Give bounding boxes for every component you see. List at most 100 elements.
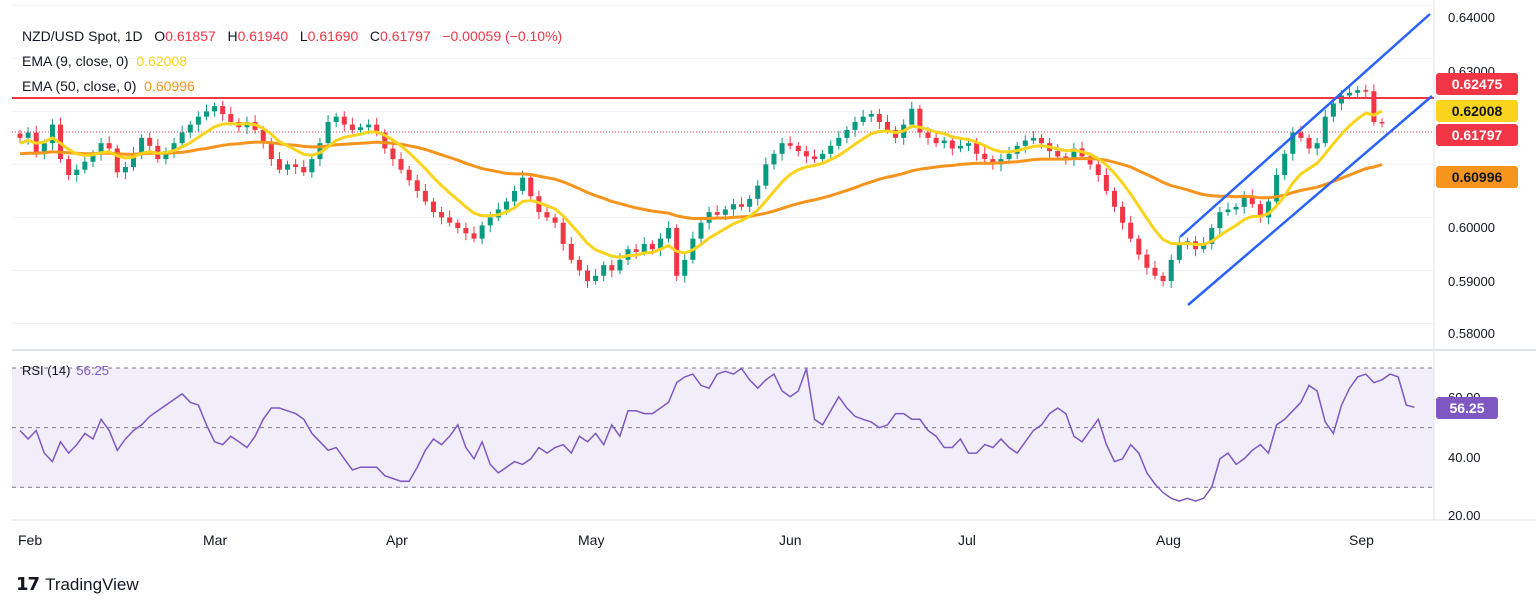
channel-lower-line[interactable] (1187, 95, 1433, 306)
candle-body (487, 217, 493, 226)
candle-body (803, 151, 809, 157)
candle-body (106, 143, 112, 149)
candle-body (876, 114, 882, 122)
candle-body (503, 201, 509, 210)
candle-body (666, 228, 672, 239)
rsi-line (19, 367, 1415, 502)
candle-body (576, 259, 582, 271)
candle-body (974, 143, 980, 154)
candle-body (1290, 132, 1296, 154)
candle-body (179, 132, 185, 144)
candle-body (722, 209, 728, 215)
candle-body (828, 145, 834, 154)
candle-body (609, 265, 615, 271)
candle-body (957, 145, 963, 149)
candle-body (122, 167, 128, 173)
month-label: May (578, 532, 605, 548)
candle-body (512, 190, 518, 202)
candle-body (139, 137, 145, 154)
candle-body (455, 222, 461, 229)
candle-body (349, 124, 355, 130)
candle-body (844, 129, 850, 138)
candle-body (1241, 196, 1247, 207)
month-label: Aug (1156, 532, 1181, 548)
candle-body (390, 148, 396, 160)
low-value: 0.61690 (307, 28, 359, 44)
candle-body (1233, 206, 1239, 210)
candle-body (698, 222, 704, 239)
ema50-legend[interactable]: EMA (50, close, 0) 0.60996 (22, 76, 195, 96)
rsi-value: 56.25 (76, 363, 109, 378)
candle-body (293, 164, 299, 168)
high-value: 0.61940 (237, 28, 289, 44)
candle-body (195, 116, 201, 125)
candle-body (739, 204, 745, 207)
price-axis-label: 0.59000 (1448, 274, 1495, 289)
candle-body (17, 133, 23, 138)
candle-body (1120, 206, 1126, 223)
ema50-line (19, 140, 1383, 220)
candle-body (1363, 90, 1369, 92)
tradingview-brand[interactable]: 𝟭𝟳 TradingView (16, 574, 139, 595)
candle-body (325, 121, 331, 144)
rsi-legend[interactable]: RSI (14) 56.25 (22, 363, 109, 378)
candle-body (430, 201, 436, 213)
candle-body (836, 137, 842, 146)
change-value: −0.00059 (−0.10%) (442, 28, 563, 44)
ema9-legend[interactable]: EMA (9, close, 0) 0.62008 (22, 51, 187, 71)
channel-upper-line[interactable] (1179, 13, 1431, 238)
candle-body (520, 177, 526, 191)
candle-body (730, 204, 736, 210)
month-label: Apr (386, 532, 408, 548)
candle-body (163, 151, 169, 160)
candle-body (1257, 204, 1263, 218)
candle-body (1176, 243, 1182, 260)
candle-body (641, 243, 647, 252)
open-value: 0.61857 (165, 28, 216, 44)
candle-body (1314, 143, 1320, 149)
candle-body (1298, 132, 1304, 138)
high-label: H (227, 28, 238, 44)
candle-body (1225, 209, 1231, 213)
candle-body (1322, 116, 1328, 144)
candle-body (593, 275, 599, 282)
candle-body (820, 153, 826, 160)
month-label: Jun (779, 532, 802, 548)
candle-body (682, 259, 688, 276)
candle-body (617, 259, 623, 271)
candle-body (868, 114, 874, 117)
candle-body (1152, 267, 1158, 276)
symbol-name[interactable]: NZD/USD Spot, 1D (22, 28, 143, 44)
candle-body (949, 140, 955, 149)
ema9-label: EMA (9, close, 0) (22, 53, 129, 69)
low-label: L (299, 28, 308, 44)
candle-body (333, 116, 339, 122)
candle-body (1030, 137, 1036, 141)
month-label: Jul (958, 532, 976, 548)
candle-body (649, 243, 655, 250)
rsi-axis-label: 20.00 (1448, 508, 1481, 523)
candle-body (406, 169, 412, 181)
rsi-value-tag: 56.25 (1436, 397, 1498, 419)
candle-body (795, 145, 801, 152)
candle-body (114, 148, 120, 173)
candle-body (90, 153, 96, 162)
candle-body (276, 159, 282, 170)
candle-body (285, 164, 291, 170)
candle-body (212, 106, 218, 112)
candle-body (1209, 228, 1215, 244)
candle-body (1355, 90, 1361, 93)
candle-body (357, 127, 364, 130)
candle-body (747, 198, 753, 207)
candle-body (463, 228, 469, 234)
candle-body (1128, 222, 1134, 239)
candle-body (1160, 275, 1166, 282)
tradingview-logo-icon: 𝟭𝟳 (16, 574, 40, 594)
candle-body (1095, 164, 1101, 175)
candle-body (714, 212, 720, 215)
price-axis-label: 0.64000 (1448, 10, 1495, 25)
candle-body (657, 238, 663, 250)
ema50-price-tag: 0.60996 (1436, 166, 1518, 188)
close-price-tag: 0.61797 (1436, 124, 1518, 146)
candle-body (568, 243, 574, 260)
